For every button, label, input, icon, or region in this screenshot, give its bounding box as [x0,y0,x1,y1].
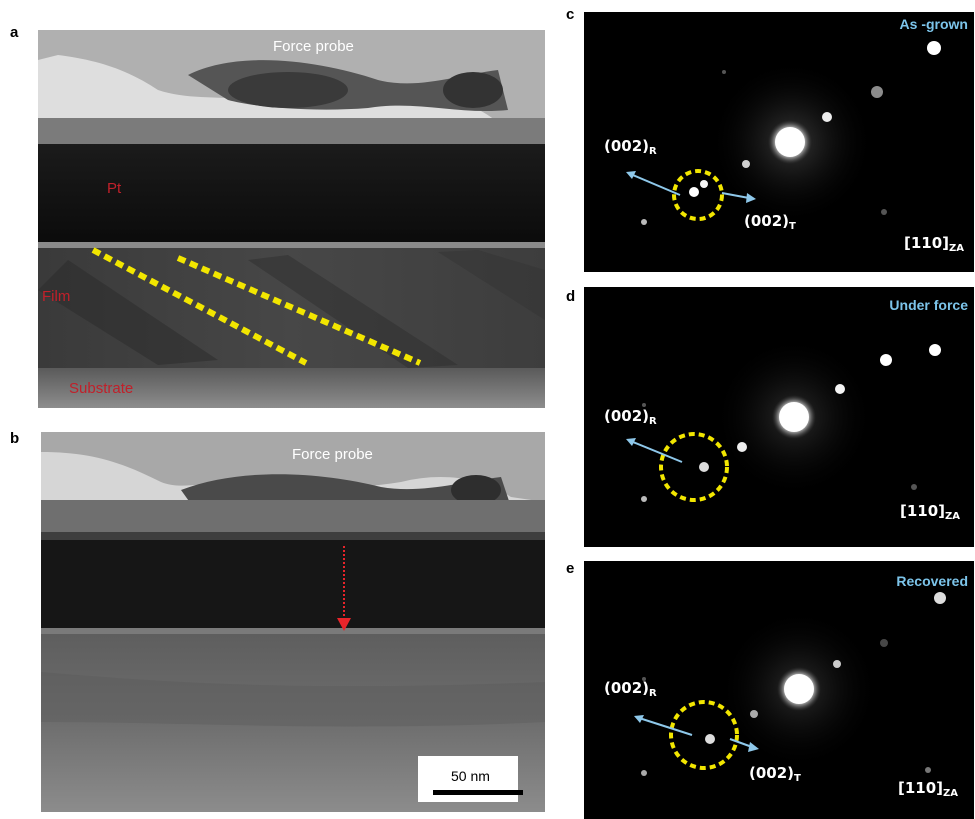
arrow-002-r [627,439,683,463]
force-probe-label: Force probe [273,38,354,55]
arrow-002-r [635,716,693,736]
layer-label-pt: Pt [107,180,122,197]
panel-letter-c: c [566,6,575,23]
zone-axis-label: [110]ZA [904,234,965,254]
miller-label-002-r: (002)R [604,137,657,157]
miller-label-002-r: (002)R [604,679,657,699]
arrow-002-r [627,172,681,196]
tem-image-a: Force probe Pt Film Substrate [38,30,545,408]
layer-label-substrate: Substrate [69,380,134,397]
panel-letter-b: b [10,430,20,447]
arrow-002-t [721,192,750,199]
miller-label-002-r: (002)R [604,407,657,427]
saed-title-c: As -grown [899,16,968,32]
miller-label-002-t: (002)T [744,212,796,232]
saed-title-d: Under force [889,297,968,313]
domain-wall-dash-1 [91,247,308,366]
panel-letter-e: e [566,560,575,577]
selection-circle [659,432,729,502]
panel-letter-a: a [10,24,19,41]
zone-axis-label: [110]ZA [900,502,961,522]
saed-pattern-e: Recovered (002)R (002)T [110]ZA [584,561,974,819]
scale-bar-label: 50 nm [451,768,490,784]
layer-label-film: Film [42,288,71,305]
miller-label-002-t: (002)T [749,764,801,784]
selection-circle [669,700,739,770]
saed-pattern-d: Under force (002)R [110]ZA [584,287,974,547]
scale-bar-line [433,790,523,795]
arrow-002-t [729,738,753,748]
panel-letter-d: d [566,288,576,305]
domain-wall-dash-2 [176,255,422,366]
saed-title-e: Recovered [896,573,968,589]
saed-pattern-c: As -grown (002)R (002)T [110]ZA [584,12,974,272]
scale-bar: 50 nm [418,756,523,802]
force-probe-label: Force probe [292,446,373,463]
selection-circle [672,169,724,221]
zone-axis-label: [110]ZA [898,779,959,799]
tem-image-b: Force probe 50 nm [41,432,545,812]
